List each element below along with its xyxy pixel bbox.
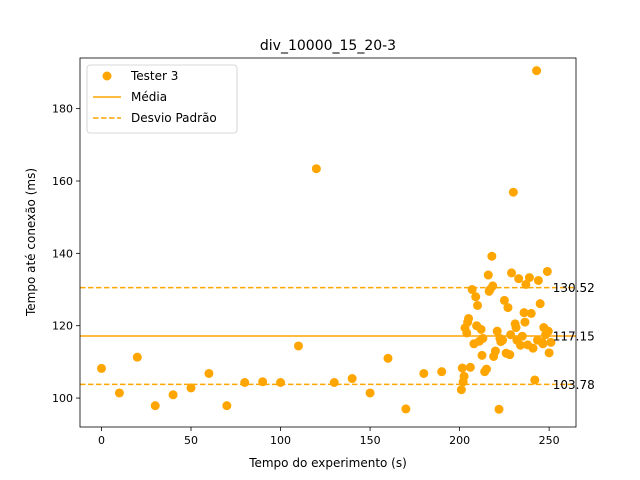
data-point: [168, 390, 178, 400]
data-point: [465, 362, 475, 372]
y-tick-label: 180: [52, 103, 73, 116]
x-tick-label: 200: [449, 434, 470, 447]
data-point: [463, 317, 473, 327]
data-point: [526, 308, 536, 318]
data-point: [528, 343, 538, 353]
x-tick-label: 150: [360, 434, 381, 447]
data-point: [484, 286, 494, 296]
data-point: [150, 401, 160, 411]
annotation-std-lower: 103.78: [553, 378, 595, 392]
data-point: [471, 292, 481, 302]
y-tick-label: 140: [52, 247, 73, 260]
x-tick-label: 100: [270, 434, 291, 447]
x-axis-label: Tempo do experimento (s): [248, 456, 407, 470]
data-point: [530, 375, 540, 385]
data-point: [494, 404, 504, 414]
data-point: [383, 353, 393, 363]
data-point: [114, 388, 124, 398]
data-point: [490, 346, 500, 356]
data-point: [457, 363, 467, 373]
x-axis: 0 50 100 150 200 250: [98, 427, 560, 447]
data-point: [472, 321, 482, 331]
data-point: [543, 326, 553, 336]
legend-label-scatter: Tester 3: [130, 69, 178, 83]
data-point: [311, 164, 321, 174]
legend-label-std: Desvio Padrão: [131, 111, 217, 125]
data-point: [505, 350, 515, 360]
legend-label-mean: Média: [131, 90, 167, 104]
data-point: [495, 333, 505, 343]
annotation-std-upper: 130.52: [553, 281, 595, 295]
data-point: [503, 303, 513, 313]
data-point: [521, 279, 531, 289]
reference-lines: [80, 286, 576, 386]
data-point: [456, 385, 466, 395]
data-point: [533, 275, 543, 285]
legend-marker-scatter: [102, 71, 112, 81]
data-point: [329, 378, 339, 388]
legend-box: [86, 64, 238, 134]
data-point: [514, 274, 524, 284]
data-point: [401, 404, 411, 414]
data-point: [544, 348, 554, 358]
data-point: [459, 371, 469, 381]
data-point: [477, 350, 487, 360]
y-tick-label: 120: [52, 320, 73, 333]
data-point: [508, 187, 518, 197]
data-point: [506, 330, 516, 340]
data-point: [483, 270, 493, 280]
data-point: [419, 368, 429, 378]
chart-title: div_10000_15_20-3: [260, 38, 396, 54]
x-tick-label: 250: [539, 434, 560, 447]
data-point: [204, 368, 214, 378]
data-point: [511, 323, 521, 333]
y-axis: 100 120 140 160 180: [52, 103, 80, 405]
data-point: [473, 300, 483, 310]
data-point: [478, 333, 488, 343]
data-point: [222, 401, 232, 411]
data-point: [492, 326, 502, 336]
data-point: [487, 251, 497, 261]
data-point: [96, 363, 106, 373]
data-point: [462, 328, 472, 338]
data-point: [524, 273, 534, 283]
data-point: [507, 268, 517, 278]
legend: Tester 3 Média Desvio Padrão: [86, 64, 238, 134]
data-point: [186, 383, 196, 393]
data-point: [515, 340, 525, 350]
data-point: [276, 378, 286, 388]
data-point: [542, 266, 552, 276]
data-point: [437, 367, 447, 377]
y-tick-label: 160: [52, 175, 73, 188]
x-tick-label: 50: [184, 434, 198, 447]
data-point: [519, 308, 529, 318]
data-point: [365, 388, 375, 398]
data-point: [520, 317, 530, 327]
x-tick-label: 0: [98, 434, 105, 447]
data-point: [532, 66, 542, 76]
data-point: [535, 299, 545, 309]
data-point: [538, 339, 548, 349]
data-point: [347, 374, 357, 384]
y-tick-label: 100: [52, 392, 73, 405]
annotation-mean: 117.15: [553, 330, 595, 344]
data-point: [481, 364, 491, 374]
data-point: [240, 378, 250, 388]
data-point: [132, 352, 142, 362]
data-point: [546, 337, 556, 347]
y-axis-label: Tempo até conexão (ms): [24, 168, 38, 317]
plot-frame: [79, 57, 577, 428]
data-point: [293, 341, 303, 351]
data-point: [499, 295, 509, 305]
